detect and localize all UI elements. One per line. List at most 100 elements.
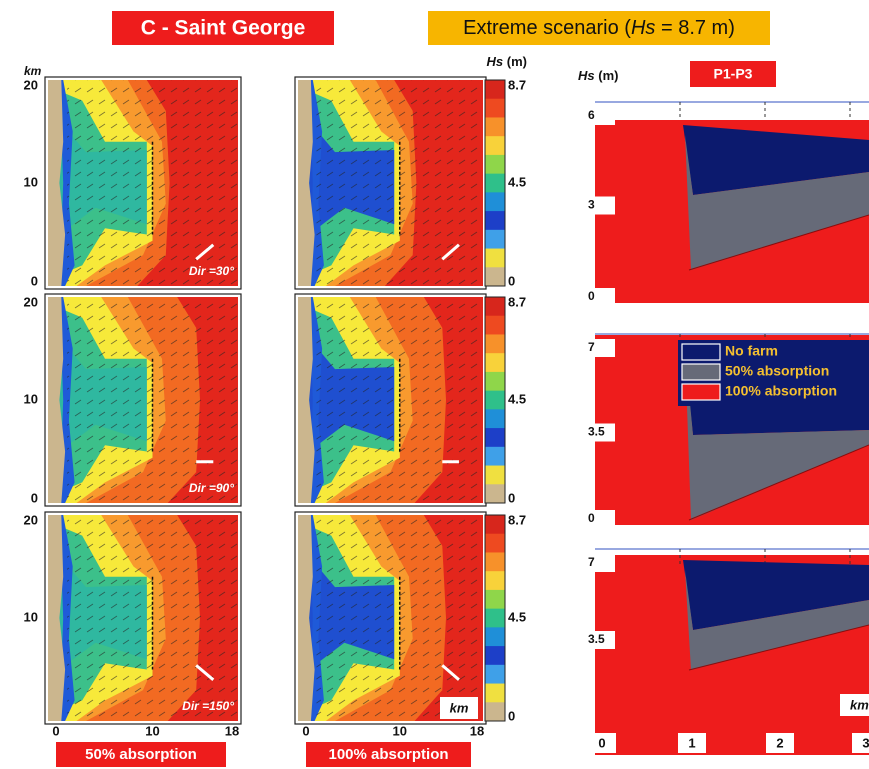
y-tick-label: 0 [31,273,38,288]
series-50 [685,570,869,670]
y-unit: km [24,64,42,78]
colorbar-tick: 8.7 [508,512,526,527]
x-unit: km [850,697,869,712]
zone-sand [48,515,66,721]
y-tick-box [585,423,615,442]
colorbar-band [485,683,505,703]
colorbar-band [485,484,505,504]
colorbar-frame [484,296,506,504]
profiles: 6 3 0 7 3.5 0 7 3.5 No farm 50% absorption 100% ab… [585,101,869,755]
column-box [306,742,471,767]
map [294,293,487,507]
map [44,511,242,725]
y-tick-label: 0 [31,490,38,505]
profile-y-label: Hs (m) [578,68,618,83]
scenario-text: = 8.7 m) [655,17,734,39]
series-50 [685,135,869,270]
x-tick-label: 1 [688,735,695,750]
series-50 [685,350,869,520]
x-tick-label: 3 [862,735,869,750]
colorbar-band [485,248,505,268]
zone-sand [48,80,66,286]
colorbar-band [485,627,505,647]
colorbar-tick: 8.7 [508,77,526,92]
y-tick-label: 10 [24,391,38,406]
colorbar-band [485,98,505,118]
y-tick-box [585,339,615,357]
colorbar-band [485,589,505,610]
colorbar-band [485,515,505,535]
colorbar-band [485,390,505,410]
unit: (m) [595,68,619,83]
colorbar-band [485,334,505,354]
x-tick-label: 0 [302,723,309,738]
scenario-box [428,11,770,45]
scenario-text: Extreme scenario ( [463,17,631,39]
series-no-farm [683,560,869,630]
x-axis-strip [595,725,869,755]
x-unit: km [450,700,469,715]
colorbar-band [485,211,505,231]
y-tick-label: 3.5 [588,425,605,439]
x-tick-label: 18 [225,723,239,738]
colorbar-band [485,409,505,429]
map [44,76,242,290]
legend-label: No farm [725,343,778,359]
series-100-edge [688,444,869,521]
legend-label: 100% absorption [725,383,837,399]
site-title: C - Saint George [141,17,306,40]
column-label: 100% absorption [328,746,448,763]
x-tick-label: 2 [776,735,783,750]
colorbar-band [485,552,505,572]
y-tick-label: 20 [24,77,38,92]
colorbar-band [485,192,505,212]
section-box [690,61,776,87]
section-label: P1-P3 [714,66,753,82]
colorbar-tick: 4.5 [508,609,526,624]
zone-sand [298,80,315,286]
colorbar-band [485,229,505,250]
x-tick-box [766,733,794,753]
map [294,511,487,725]
x-unit-box [440,697,478,719]
y-tick-box [585,107,615,125]
colorbar-band [485,465,505,485]
colorbar-band [485,80,505,100]
legend-swatch [681,343,721,361]
colorbar-band [485,428,505,448]
colorbar-tick: 0 [508,490,515,505]
colorbar-tick: 0 [508,273,515,288]
y-tick-label: 6 [588,108,595,122]
colorbar-band [485,664,505,685]
colorbar-band [485,646,505,666]
x-tick-label: 10 [145,723,159,738]
y-tick-label: 3 [588,198,595,212]
colorbar-band [485,446,505,467]
y-tick-label: 20 [24,294,38,309]
y-tick-label: 10 [24,609,38,624]
zone-sand [298,515,315,721]
colorbar-band [485,136,505,156]
symbol: Hs [578,68,595,83]
y-tick-label: 0 [588,289,595,303]
colorbar-band [485,267,505,287]
x-tick-label: 0 [52,723,59,738]
x-tick-label: 0 [598,735,605,750]
column-label: 50% absorption [85,746,197,763]
colorbar-band [485,533,505,553]
x-tick-box [852,733,869,753]
map [294,76,487,290]
legend-swatch [681,383,721,401]
y-tick-label: 7 [588,555,595,569]
map [44,293,242,507]
x-unit-box [840,694,869,716]
colorbar-band [485,702,505,722]
scenario-symbol: Hs [631,17,655,39]
colorbar-tick: 0 [508,708,515,723]
y-tick-box [585,288,615,306]
colorbar-frame [484,79,506,287]
colorbar-band [485,117,505,137]
colorbar-band [485,154,505,175]
column-box [56,742,226,767]
colorbar-band [485,353,505,373]
